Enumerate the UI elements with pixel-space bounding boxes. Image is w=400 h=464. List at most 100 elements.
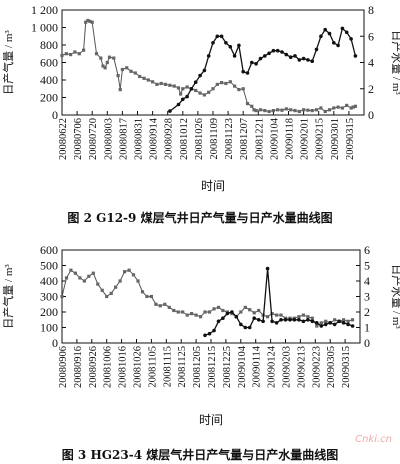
series-1-point bbox=[101, 64, 105, 68]
series-1-point bbox=[237, 88, 241, 92]
series-1-point bbox=[327, 108, 332, 112]
y-tick-label: 600 bbox=[40, 243, 58, 257]
y-tick-label: 1 200 bbox=[31, 3, 58, 17]
series-1-point bbox=[315, 324, 319, 328]
y-tick-label: 600 bbox=[40, 56, 58, 70]
series-1-point bbox=[243, 305, 247, 309]
series-2-point bbox=[353, 54, 358, 58]
series-2-point bbox=[323, 322, 328, 327]
series-1-point bbox=[289, 108, 293, 112]
series-1-point bbox=[69, 268, 73, 272]
x-axis-label: 时间 bbox=[201, 179, 225, 193]
series-1-point bbox=[60, 53, 64, 58]
x-tick-label: 20080914 bbox=[149, 117, 160, 160]
y-tick-label: 200 bbox=[40, 305, 58, 319]
series-2-point bbox=[254, 62, 258, 66]
series-2-point bbox=[258, 56, 263, 61]
series-2-point bbox=[350, 324, 355, 328]
series-1-point bbox=[297, 109, 301, 114]
series-1-point bbox=[185, 313, 189, 317]
series-1-point bbox=[323, 109, 327, 114]
x-tick-label: 20081016 bbox=[118, 346, 129, 388]
series-2-point bbox=[279, 318, 283, 322]
series-2-point bbox=[168, 109, 172, 113]
series-1-point bbox=[257, 308, 261, 313]
x-tick-label: 20081123 bbox=[224, 118, 235, 160]
x-tick-label: 20081109 bbox=[209, 118, 220, 160]
series-1-point bbox=[324, 319, 328, 323]
series-2-point bbox=[349, 37, 353, 41]
series-1-point bbox=[73, 271, 77, 275]
series-1-point bbox=[96, 282, 100, 286]
series-1-point bbox=[109, 291, 113, 295]
y-tick-label: 400 bbox=[40, 73, 58, 87]
series-2-point bbox=[181, 97, 185, 102]
series-2-point bbox=[263, 54, 267, 58]
series-2-point bbox=[332, 322, 337, 327]
y2-tick-label: 0 bbox=[364, 336, 370, 350]
series-1-point bbox=[252, 311, 256, 315]
series-1-point bbox=[181, 87, 185, 91]
series-1-point bbox=[271, 109, 275, 113]
series-1-point bbox=[280, 108, 284, 112]
series-1-point bbox=[86, 18, 90, 23]
series-1-point bbox=[105, 294, 109, 299]
figure-3-caption: 图 3 HG23-4 煤层气井日产气量与日产水量曲线图 bbox=[61, 448, 339, 462]
series-2-point bbox=[256, 318, 261, 322]
series-1-point bbox=[293, 109, 297, 113]
series-1-point bbox=[353, 104, 357, 108]
series-1-point bbox=[275, 313, 279, 317]
series-1-point bbox=[332, 106, 336, 110]
series-1-point bbox=[123, 270, 127, 274]
series-1-point bbox=[266, 315, 270, 319]
series-2-point bbox=[185, 94, 189, 99]
series-1-point bbox=[202, 93, 206, 97]
series-1-point bbox=[248, 308, 252, 312]
series-1-point bbox=[107, 55, 112, 59]
series-2-point bbox=[176, 102, 181, 107]
series-1-point bbox=[73, 50, 77, 54]
x-axis-label: 时间 bbox=[199, 413, 223, 427]
y2-tick-label: 1 bbox=[364, 321, 370, 335]
series-2-point bbox=[275, 48, 280, 53]
x-tick-label: 20080803 bbox=[103, 118, 114, 160]
series-2-point bbox=[211, 41, 215, 45]
series-2-point bbox=[280, 50, 284, 54]
x-tick-label: 20090301 bbox=[330, 118, 341, 160]
series-2-point bbox=[228, 45, 233, 49]
y2-tick-label: 8 bbox=[368, 3, 374, 17]
series-1-point bbox=[140, 290, 145, 294]
series-1-point bbox=[60, 294, 64, 299]
series-1-point bbox=[310, 316, 314, 320]
series-1-point bbox=[215, 82, 219, 86]
series-1-point bbox=[172, 84, 176, 88]
series-1-point bbox=[349, 106, 353, 110]
series-1-point bbox=[270, 312, 274, 316]
series-1-point bbox=[220, 81, 224, 85]
figure-2-caption: 图 2 G12-9 煤层气井日产气量与日产水量曲线图 bbox=[67, 211, 333, 225]
series-2-point bbox=[328, 321, 333, 325]
series-2-point bbox=[337, 319, 341, 324]
series-2-point bbox=[319, 324, 324, 328]
series-1-point bbox=[198, 91, 202, 95]
series-1-point bbox=[78, 276, 82, 280]
series-1-point bbox=[245, 102, 250, 106]
series-1-point bbox=[302, 108, 306, 112]
series-1-point bbox=[118, 88, 122, 92]
series-2-point bbox=[247, 325, 252, 330]
series-1-point bbox=[306, 108, 310, 112]
series-1-point bbox=[163, 302, 167, 306]
series-2-point bbox=[224, 41, 228, 45]
x-tick-label: 20081105 bbox=[147, 346, 158, 388]
series-1-point bbox=[151, 80, 155, 84]
series-1-point bbox=[185, 85, 189, 89]
series-1-point bbox=[199, 315, 203, 319]
x-tick-label: 20080706 bbox=[73, 118, 84, 160]
x-tick-label: 20090315 bbox=[345, 118, 356, 160]
series-2-point bbox=[261, 319, 265, 324]
series-2-point bbox=[216, 319, 221, 324]
series-1-point bbox=[284, 107, 288, 111]
x-tick-label: 20081026 bbox=[194, 118, 205, 160]
series-1-point bbox=[221, 308, 225, 313]
y2-tick-label: 4 bbox=[364, 274, 370, 288]
